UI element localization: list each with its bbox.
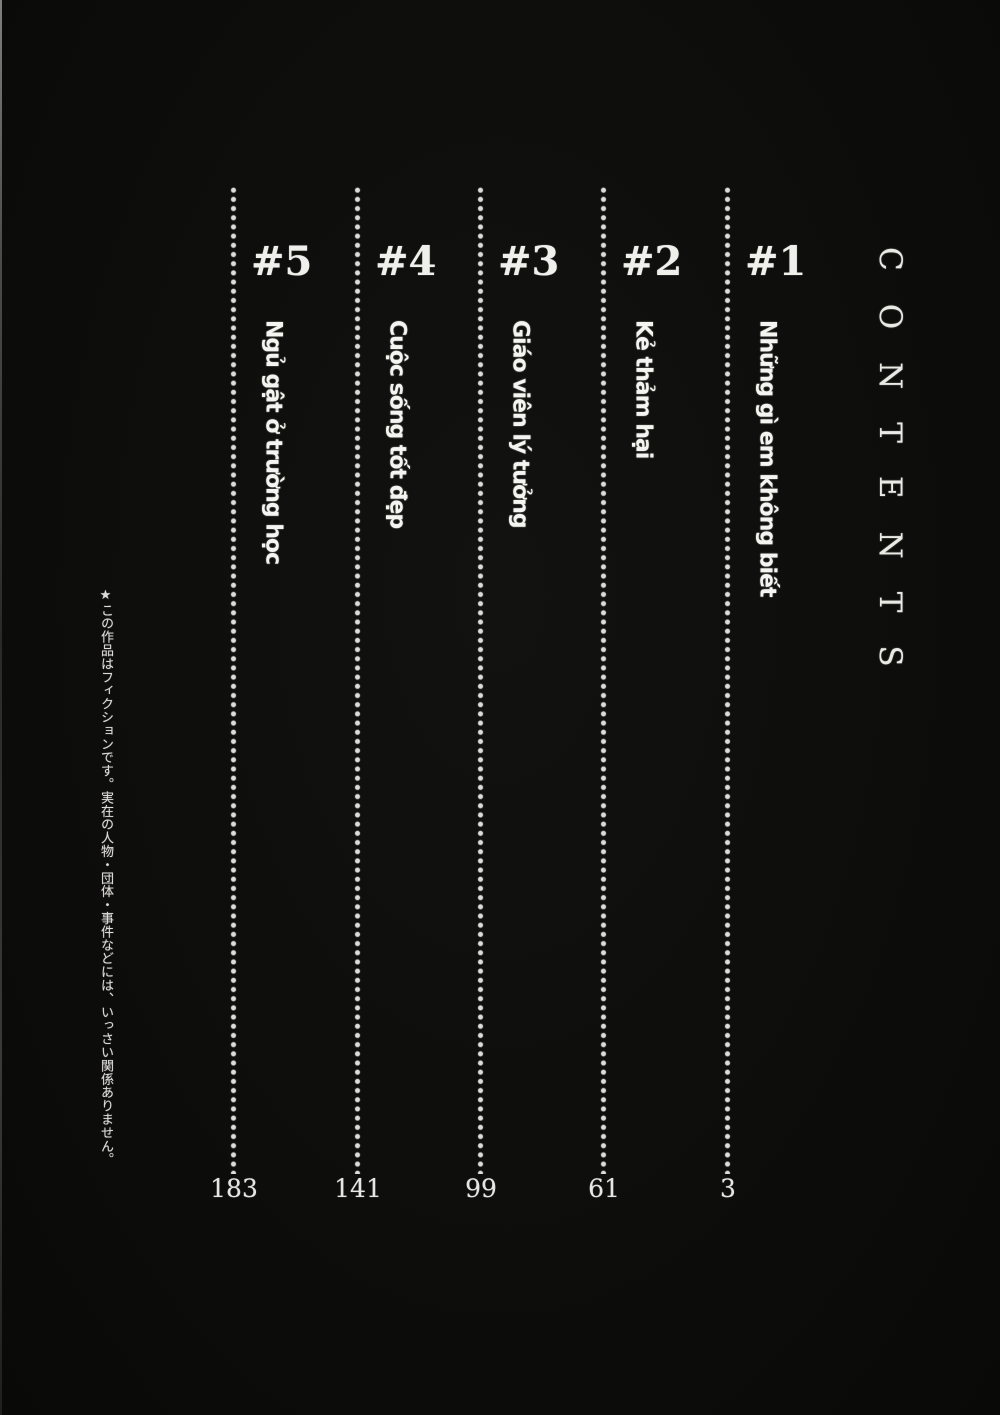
chapter-page-number: 183 xyxy=(210,1174,258,1203)
page-title: CONTENTS xyxy=(872,247,908,700)
chapter-number: #3 xyxy=(498,238,560,285)
chapter-dotted-line xyxy=(477,186,484,1174)
chapter-title: Ngủ gật ở trường học xyxy=(260,320,286,565)
chapter-dotted-line xyxy=(600,186,607,1174)
chapter-title: Những gì em không biết xyxy=(754,320,780,597)
chapter-title: Giáo viên lý tưởng xyxy=(507,320,533,528)
chapter-number: #2 xyxy=(621,238,683,285)
chapter-title: Kẻ thảm hại xyxy=(630,320,656,459)
chapter-dotted-line xyxy=(354,186,361,1174)
chapter-page-number: 3 xyxy=(720,1174,736,1203)
chapter-number: #1 xyxy=(745,238,807,285)
chapter-dotted-line xyxy=(724,186,731,1174)
chapter-page-number: 99 xyxy=(465,1174,497,1203)
chapter-number: #5 xyxy=(251,238,313,285)
chapter-page-number: 61 xyxy=(588,1174,620,1203)
chapter-number: #4 xyxy=(375,238,437,285)
chapter-title: Cuộc sống tốt đẹp xyxy=(384,320,410,529)
fiction-disclaimer-text: ★この作品はフィクションです。実在の人物・団体・事件などには、いっさい関係ありま… xyxy=(98,588,113,1167)
chapter-dotted-line xyxy=(230,186,237,1174)
scan-edge-artifact xyxy=(0,0,2,1415)
chapter-page-number: 141 xyxy=(334,1174,382,1203)
